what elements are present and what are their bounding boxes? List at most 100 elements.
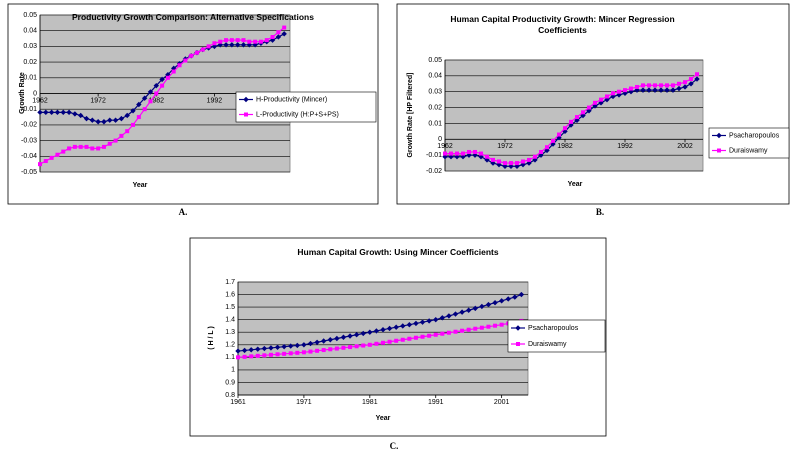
marker (268, 352, 273, 357)
marker (229, 42, 235, 48)
plot-area (237, 281, 529, 396)
marker (49, 155, 54, 160)
marker (486, 324, 491, 329)
marker (282, 25, 287, 30)
marker (499, 322, 504, 327)
marker (671, 83, 675, 88)
x-tick-label: 1962 (32, 97, 48, 104)
x-axis-label: Year (133, 182, 148, 189)
chart-title: Productivity Growth Comparison: Alternat… (72, 12, 314, 22)
marker (136, 115, 141, 120)
marker (605, 94, 609, 99)
marker (367, 342, 372, 347)
marker (314, 339, 320, 345)
marker (118, 115, 125, 122)
marker (659, 83, 663, 88)
y-tick-label: -0.01 (21, 106, 37, 113)
marker (101, 144, 106, 149)
marker (241, 38, 246, 43)
marker (400, 337, 405, 342)
marker (218, 39, 223, 44)
marker (386, 325, 393, 332)
marker (315, 348, 320, 353)
marker (575, 115, 579, 120)
y-tick-label: 0.04 (428, 73, 442, 80)
marker (295, 350, 300, 355)
marker (334, 346, 339, 351)
marker (473, 149, 477, 154)
marker (38, 162, 42, 167)
legend-label: Duraiswamy (528, 341, 567, 348)
marker (515, 325, 521, 331)
marker (141, 95, 148, 101)
marker (453, 329, 458, 334)
marker (380, 327, 386, 333)
y-tick-label: -0.02 (21, 122, 37, 129)
marker (43, 159, 48, 164)
marker (177, 63, 182, 68)
y-tick-label: 0.03 (428, 89, 442, 96)
marker (563, 126, 567, 131)
legend-label: L-Productivity (H:P+S+PS) (256, 111, 339, 118)
legend (507, 319, 606, 353)
marker (455, 151, 459, 156)
marker (394, 338, 399, 343)
marker (67, 146, 72, 151)
y-tick-label: 1.1 (225, 354, 235, 361)
marker (78, 144, 83, 149)
marker (275, 352, 280, 357)
marker (248, 347, 254, 353)
marker (406, 321, 413, 328)
y-tick-label: -0.04 (21, 153, 37, 160)
marker (275, 34, 282, 40)
marker (426, 318, 432, 324)
marker (491, 157, 495, 162)
marker (493, 323, 498, 328)
marker (153, 82, 159, 89)
y-tick-label: 0.03 (23, 43, 37, 50)
x-tick-label: 1972 (90, 97, 106, 104)
marker (125, 129, 130, 134)
marker (101, 119, 107, 125)
marker (327, 337, 333, 343)
marker (420, 334, 425, 339)
x-tick-label: 1991 (428, 399, 444, 406)
marker (688, 81, 694, 87)
marker (142, 107, 147, 112)
x-tick-label: 1972 (497, 143, 513, 150)
marker (223, 42, 229, 48)
marker (48, 109, 55, 116)
marker (243, 96, 249, 103)
marker (113, 138, 118, 143)
marker (635, 84, 639, 89)
marker (433, 332, 438, 337)
marker (276, 30, 281, 35)
x-axis-label: Year (568, 181, 583, 188)
marker (640, 87, 646, 93)
marker (461, 151, 465, 156)
y-axis-label: ( H / L ) (208, 326, 215, 350)
marker (694, 76, 700, 82)
x-tick-label: 1971 (296, 399, 312, 406)
marker (465, 307, 472, 313)
marker (545, 145, 549, 150)
marker (539, 149, 543, 154)
marker (683, 80, 687, 85)
marker (485, 154, 489, 159)
marker (340, 334, 347, 340)
marker (328, 347, 333, 352)
marker (274, 344, 281, 350)
marker (479, 303, 485, 310)
marker (294, 342, 301, 349)
y-tick-label: 0.05 (428, 57, 442, 64)
x-tick-label: 2001 (494, 399, 510, 406)
legend-label: Psacharopoulos (729, 132, 780, 139)
legend (708, 127, 790, 159)
marker (77, 112, 84, 119)
y-tick-label: -0.02 (426, 168, 442, 175)
marker (160, 83, 165, 88)
marker (171, 69, 176, 74)
marker (459, 309, 465, 315)
marker (716, 132, 722, 139)
